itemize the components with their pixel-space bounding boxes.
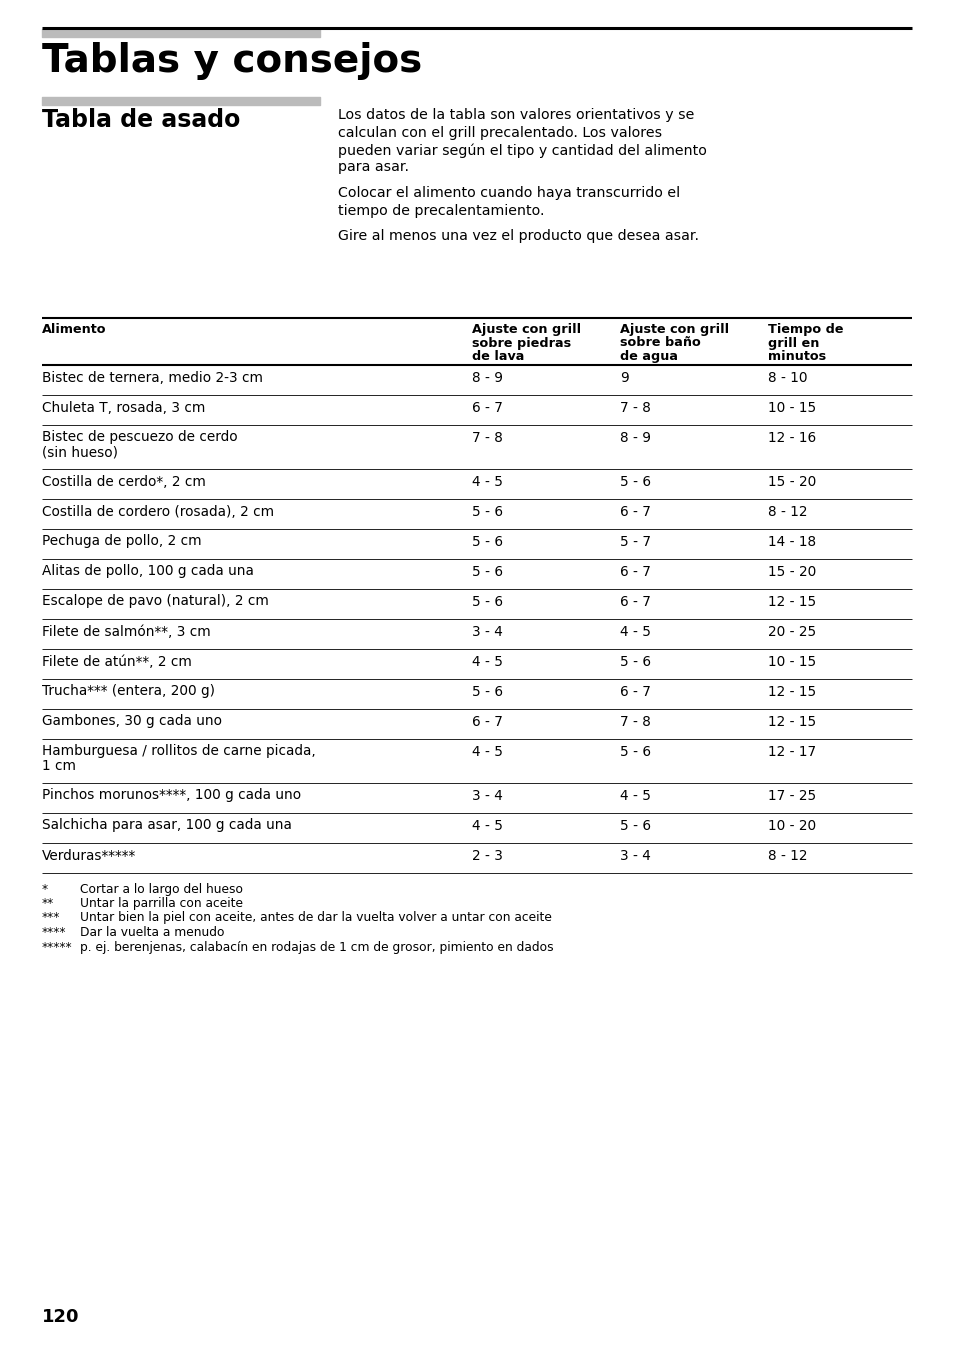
Text: Trucha*** (entera, 200 g): Trucha*** (entera, 200 g)	[42, 685, 214, 699]
Text: Ajuste con grill: Ajuste con grill	[472, 324, 580, 336]
Text: 5 - 6: 5 - 6	[472, 535, 503, 548]
Text: 4 - 5: 4 - 5	[472, 745, 503, 758]
Text: 7 - 8: 7 - 8	[472, 431, 502, 444]
Text: Filete de atún**, 2 cm: Filete de atún**, 2 cm	[42, 654, 192, 669]
Text: 120: 120	[42, 1308, 79, 1326]
Text: 5 - 6: 5 - 6	[472, 505, 503, 519]
Text: 17 - 25: 17 - 25	[767, 788, 816, 803]
Text: Tablas y consejos: Tablas y consejos	[42, 42, 422, 80]
Text: 4 - 5: 4 - 5	[472, 474, 503, 489]
Text: 15 - 20: 15 - 20	[767, 474, 816, 489]
Text: 7 - 8: 7 - 8	[619, 401, 650, 414]
Text: 7 - 8: 7 - 8	[619, 715, 650, 728]
Text: Bistec de ternera, medio 2-3 cm: Bistec de ternera, medio 2-3 cm	[42, 371, 263, 385]
Text: 5 - 6: 5 - 6	[619, 745, 651, 758]
Text: Colocar el alimento cuando haya transcurrido el: Colocar el alimento cuando haya transcur…	[337, 185, 679, 200]
Text: Untar la parrilla con aceite: Untar la parrilla con aceite	[80, 896, 243, 910]
Text: 10 - 20: 10 - 20	[767, 819, 816, 833]
Text: Hamburguesa / rollitos de carne picada,: Hamburguesa / rollitos de carne picada,	[42, 745, 315, 758]
Text: tiempo de precalentamiento.: tiempo de precalentamiento.	[337, 203, 544, 218]
Text: 12 - 16: 12 - 16	[767, 431, 816, 444]
Text: 5 - 6: 5 - 6	[619, 474, 651, 489]
Text: sobre baño: sobre baño	[619, 337, 700, 349]
Text: grill en: grill en	[767, 337, 819, 349]
Text: ****: ****	[42, 926, 67, 940]
Text: para asar.: para asar.	[337, 161, 409, 175]
Text: 6 - 7: 6 - 7	[619, 565, 650, 578]
Text: Alimento: Alimento	[42, 324, 107, 336]
Text: sobre piedras: sobre piedras	[472, 337, 571, 349]
Text: 4 - 5: 4 - 5	[472, 819, 503, 833]
Text: 12 - 15: 12 - 15	[767, 685, 816, 699]
Text: 3 - 4: 3 - 4	[619, 849, 650, 862]
Text: Gire al menos una vez el producto que desea asar.: Gire al menos una vez el producto que de…	[337, 229, 699, 242]
Text: 3 - 4: 3 - 4	[472, 624, 502, 639]
Text: Tiempo de: Tiempo de	[767, 324, 842, 336]
Text: Escalope de pavo (natural), 2 cm: Escalope de pavo (natural), 2 cm	[42, 594, 269, 608]
Text: 8 - 9: 8 - 9	[472, 371, 503, 385]
Text: 6 - 7: 6 - 7	[619, 505, 650, 519]
Text: 8 - 9: 8 - 9	[619, 431, 651, 444]
Text: Filete de salmón**, 3 cm: Filete de salmón**, 3 cm	[42, 624, 211, 639]
Text: Untar bien la piel con aceite, antes de dar la vuelta volver a untar con aceite: Untar bien la piel con aceite, antes de …	[80, 911, 551, 925]
Text: Costilla de cordero (rosada), 2 cm: Costilla de cordero (rosada), 2 cm	[42, 505, 274, 519]
Text: 5 - 6: 5 - 6	[472, 594, 503, 608]
Text: *****: *****	[42, 941, 72, 953]
Text: 9: 9	[619, 371, 628, 385]
Text: 12 - 15: 12 - 15	[767, 594, 816, 608]
Text: 5 - 6: 5 - 6	[472, 565, 503, 578]
Text: 6 - 7: 6 - 7	[472, 401, 502, 414]
Text: calculan con el grill precalentado. Los valores: calculan con el grill precalentado. Los …	[337, 126, 661, 139]
Text: 4 - 5: 4 - 5	[619, 624, 651, 639]
Text: Pechuga de pollo, 2 cm: Pechuga de pollo, 2 cm	[42, 535, 201, 548]
Text: Salchicha para asar, 100 g cada una: Salchicha para asar, 100 g cada una	[42, 819, 292, 833]
Text: Chuleta T, rosada, 3 cm: Chuleta T, rosada, 3 cm	[42, 401, 205, 414]
Text: *: *	[42, 883, 48, 895]
Text: Cortar a lo largo del hueso: Cortar a lo largo del hueso	[80, 883, 243, 895]
Text: 8 - 12: 8 - 12	[767, 505, 807, 519]
Text: 12 - 15: 12 - 15	[767, 715, 816, 728]
Text: 14 - 18: 14 - 18	[767, 535, 816, 548]
Text: 20 - 25: 20 - 25	[767, 624, 816, 639]
Text: Gambones, 30 g cada uno: Gambones, 30 g cada uno	[42, 715, 222, 728]
Text: de agua: de agua	[619, 349, 678, 363]
Text: de lava: de lava	[472, 349, 524, 363]
Text: (sin hueso): (sin hueso)	[42, 445, 118, 459]
Text: 6 - 7: 6 - 7	[619, 594, 650, 608]
Text: 6 - 7: 6 - 7	[472, 715, 502, 728]
Text: minutos: minutos	[767, 349, 825, 363]
Text: Ajuste con grill: Ajuste con grill	[619, 324, 728, 336]
Text: Verduras*****: Verduras*****	[42, 849, 136, 862]
Text: Costilla de cerdo*, 2 cm: Costilla de cerdo*, 2 cm	[42, 474, 206, 489]
Text: 3 - 4: 3 - 4	[472, 788, 502, 803]
Text: 2 - 3: 2 - 3	[472, 849, 502, 862]
Text: Dar la vuelta a menudo: Dar la vuelta a menudo	[80, 926, 224, 940]
Text: 1 cm: 1 cm	[42, 760, 76, 773]
Text: 5 - 6: 5 - 6	[472, 685, 503, 699]
Text: 8 - 10: 8 - 10	[767, 371, 807, 385]
Text: Los datos de la tabla son valores orientativos y se: Los datos de la tabla son valores orient…	[337, 108, 694, 122]
Text: Tabla de asado: Tabla de asado	[42, 108, 240, 131]
Text: 4 - 5: 4 - 5	[472, 654, 503, 669]
Text: **: **	[42, 896, 54, 910]
Text: 5 - 7: 5 - 7	[619, 535, 651, 548]
Text: 15 - 20: 15 - 20	[767, 565, 816, 578]
Text: pueden variar según el tipo y cantidad del alimento: pueden variar según el tipo y cantidad d…	[337, 144, 706, 157]
Text: Bistec de pescuezo de cerdo: Bistec de pescuezo de cerdo	[42, 431, 237, 444]
Text: 12 - 17: 12 - 17	[767, 745, 816, 758]
Text: 10 - 15: 10 - 15	[767, 401, 816, 414]
Text: 5 - 6: 5 - 6	[619, 654, 651, 669]
Text: 4 - 5: 4 - 5	[619, 788, 651, 803]
Text: 8 - 12: 8 - 12	[767, 849, 807, 862]
Text: ***: ***	[42, 911, 60, 925]
Text: p. ej. berenjenas, calabacín en rodajas de 1 cm de grosor, pimiento en dados: p. ej. berenjenas, calabacín en rodajas …	[80, 941, 553, 953]
Text: Pinchos morunos****, 100 g cada uno: Pinchos morunos****, 100 g cada uno	[42, 788, 301, 803]
Text: 10 - 15: 10 - 15	[767, 654, 816, 669]
Text: 6 - 7: 6 - 7	[619, 685, 650, 699]
Text: Alitas de pollo, 100 g cada una: Alitas de pollo, 100 g cada una	[42, 565, 253, 578]
Text: 5 - 6: 5 - 6	[619, 819, 651, 833]
